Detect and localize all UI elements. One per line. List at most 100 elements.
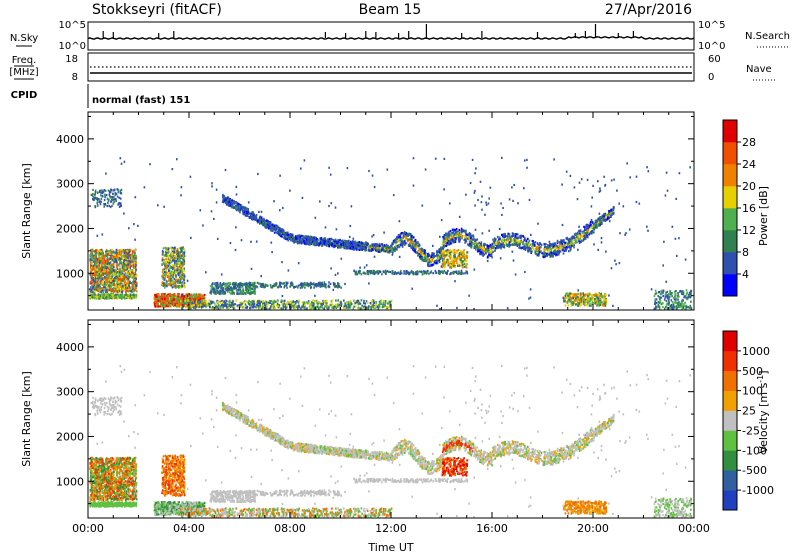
range-cell	[418, 251, 420, 253]
range-cell	[123, 288, 125, 290]
range-cell	[122, 285, 124, 287]
range-cell	[458, 240, 460, 242]
range-cell	[610, 212, 612, 214]
range-cell	[609, 210, 611, 212]
nsearch-label: N.Search	[745, 31, 790, 42]
range-cell	[455, 237, 457, 239]
range-cell	[90, 259, 92, 261]
range-cell	[607, 214, 609, 216]
range-cell	[166, 250, 168, 252]
range-cell	[105, 267, 107, 269]
range-cell	[459, 229, 461, 231]
range-cell	[394, 241, 396, 243]
range-cell	[491, 256, 493, 258]
nsky-tick-top: 10^5	[59, 20, 86, 31]
range-cell	[522, 241, 524, 243]
range-cell	[544, 248, 546, 250]
range-cell	[175, 287, 177, 289]
range-cell	[551, 249, 553, 251]
range-cell	[454, 229, 456, 231]
range-cell	[123, 250, 125, 252]
range-cell	[92, 268, 94, 270]
range-cell	[423, 259, 425, 261]
range-cell	[570, 240, 572, 242]
range-cell	[430, 265, 432, 267]
range-cell	[233, 200, 235, 202]
range-cell	[161, 264, 163, 266]
range-cell	[92, 277, 94, 279]
range-cell	[488, 249, 490, 251]
range-cell	[161, 284, 163, 286]
range-cell	[388, 252, 390, 254]
range-cell	[103, 269, 105, 271]
range-cell	[114, 258, 116, 260]
range-cell	[470, 246, 472, 248]
range-cell	[298, 241, 300, 243]
range-cell	[118, 255, 120, 257]
range-cell	[296, 238, 298, 240]
range-cell	[119, 279, 121, 281]
range-cell	[352, 246, 354, 248]
range-cell	[136, 290, 138, 292]
range-cell	[174, 266, 176, 268]
range-cell	[532, 247, 534, 249]
range-cell	[118, 273, 120, 275]
range-cell	[118, 191, 120, 193]
range-cell	[164, 261, 166, 263]
range-cell	[103, 293, 105, 295]
range-cell	[392, 243, 394, 245]
range-cell	[96, 271, 98, 273]
range-cell	[99, 201, 101, 203]
range-cell	[134, 289, 136, 291]
range-cell	[572, 235, 574, 237]
range-cell	[107, 290, 109, 292]
range-cell	[114, 290, 116, 292]
range-cell	[446, 238, 448, 240]
range-cell	[260, 216, 262, 218]
range-cell	[588, 233, 590, 235]
range-cell	[243, 210, 245, 212]
nave-label: Nave	[746, 64, 772, 75]
range-cell	[452, 239, 454, 241]
range-cell	[314, 244, 316, 246]
range-cell	[429, 259, 431, 261]
range-cell	[522, 235, 524, 237]
range-cell	[411, 235, 413, 237]
range-cell	[120, 254, 122, 256]
range-cell	[380, 251, 382, 253]
range-cell	[165, 273, 167, 275]
range-cell	[306, 238, 308, 240]
range-cell	[120, 192, 122, 194]
range-cell	[461, 228, 463, 230]
range-cell	[92, 274, 94, 276]
range-cell	[603, 219, 605, 221]
range-cell	[452, 232, 454, 234]
range-cell	[100, 203, 102, 205]
range-cell	[317, 239, 319, 241]
range-cell	[181, 262, 183, 264]
range-cell	[425, 255, 427, 257]
range-cell	[164, 284, 166, 286]
range-cell	[315, 237, 317, 239]
range-cell	[116, 260, 118, 262]
range-cell	[456, 228, 458, 230]
range-cell	[244, 208, 246, 210]
range-cell	[94, 205, 96, 207]
range-cell	[339, 239, 341, 241]
range-cell	[222, 201, 224, 203]
range-cell	[108, 199, 110, 201]
range-cell	[498, 238, 500, 240]
range-cell	[178, 259, 180, 261]
range-cell	[324, 241, 326, 243]
range-cell	[295, 241, 297, 243]
range-cell	[517, 244, 519, 246]
range-cell	[96, 202, 98, 204]
range-cell	[610, 216, 612, 218]
range-cell	[425, 260, 427, 262]
range-cell	[284, 237, 286, 239]
range-cell	[101, 198, 103, 200]
range-cell	[110, 191, 112, 193]
range-cell	[283, 232, 285, 234]
range-cell	[164, 271, 166, 273]
